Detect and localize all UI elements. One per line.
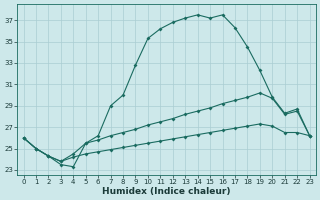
X-axis label: Humidex (Indice chaleur): Humidex (Indice chaleur) [102, 187, 231, 196]
